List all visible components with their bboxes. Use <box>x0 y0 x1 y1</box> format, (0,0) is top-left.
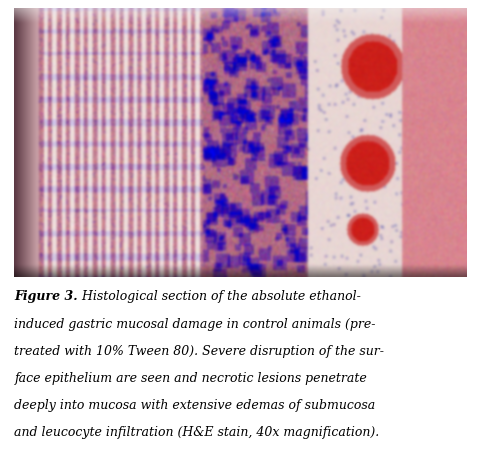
Text: induced gastric mucosal damage in control animals (pre-: induced gastric mucosal damage in contro… <box>14 317 375 330</box>
Text: Figure 3.: Figure 3. <box>14 290 78 302</box>
Text: treated with 10% Tween 80). Severe disruption of the sur-: treated with 10% Tween 80). Severe disru… <box>14 344 384 357</box>
Text: Histological section of the absolute ethanol-: Histological section of the absolute eth… <box>78 290 360 302</box>
Text: and leucocyte infiltration (H&E stain, 40x magnification).: and leucocyte infiltration (H&E stain, 4… <box>14 425 379 438</box>
Text: deeply into mucosa with extensive edemas of submucosa: deeply into mucosa with extensive edemas… <box>14 398 375 411</box>
Text: face epithelium are seen and necrotic lesions penetrate: face epithelium are seen and necrotic le… <box>14 371 366 384</box>
